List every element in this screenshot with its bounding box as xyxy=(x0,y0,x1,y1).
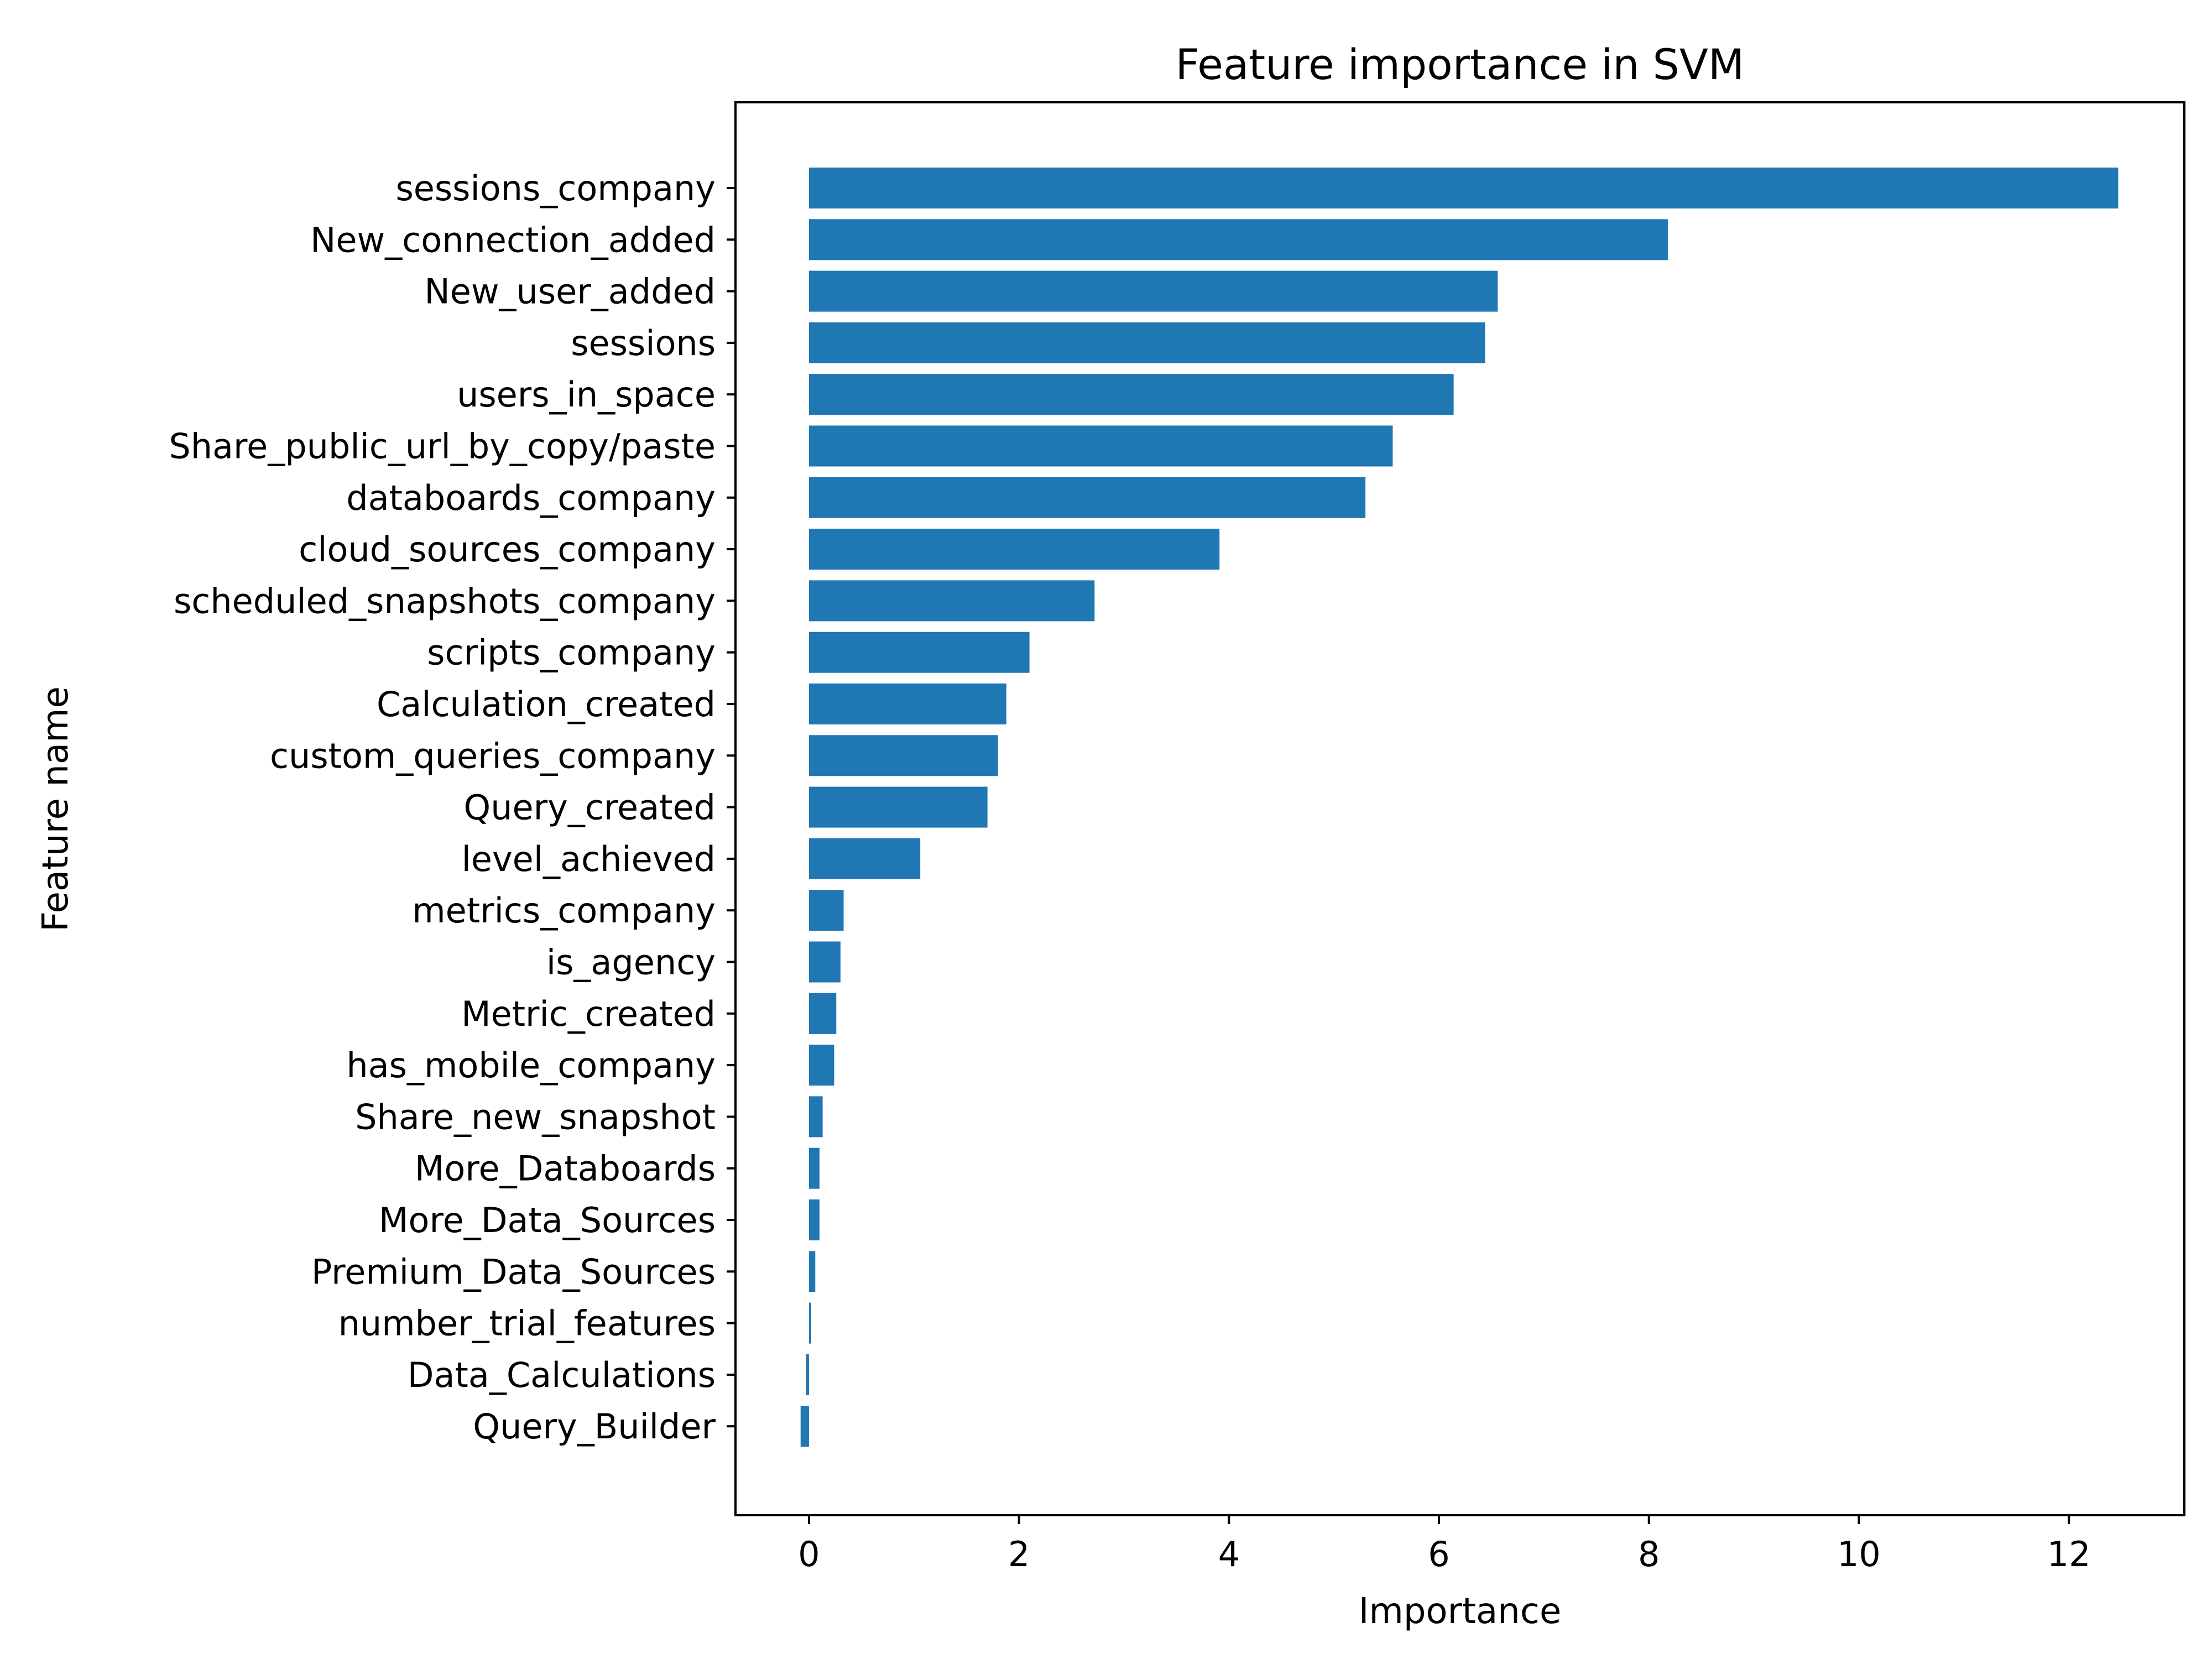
y-tick-label: number_trial_features xyxy=(338,1303,716,1344)
y-tick-label: scheduled_snapshots_company xyxy=(174,581,716,621)
bar xyxy=(808,838,921,879)
y-tick-label: Data_Calculations xyxy=(408,1355,716,1395)
bar xyxy=(808,219,1668,260)
y-tick-label: is_agency xyxy=(546,942,716,983)
bar xyxy=(808,786,988,828)
y-tick-label: scripts_company xyxy=(427,633,716,673)
x-tick-label: 0 xyxy=(798,1534,820,1574)
x-tick-label: 2 xyxy=(1008,1534,1030,1574)
y-tick-label: sessions xyxy=(571,323,716,363)
y-tick-label: Query_created xyxy=(463,787,716,828)
x-tick-label: 10 xyxy=(1837,1534,1881,1574)
y-tick-label: users_in_space xyxy=(457,374,716,415)
bar xyxy=(808,580,1095,622)
y-tick-label: Premium_Data_Sources xyxy=(311,1251,716,1292)
bar xyxy=(808,322,1485,363)
y-tick-label: New_user_added xyxy=(424,272,716,312)
bar xyxy=(808,1199,820,1240)
y-tick-label: level_achieved xyxy=(462,839,716,879)
bar xyxy=(800,1406,809,1447)
bar xyxy=(808,993,837,1034)
bars-group xyxy=(800,168,2119,1447)
plot-area-frame xyxy=(734,101,2185,1516)
bar xyxy=(808,1045,834,1086)
chart-title: Feature importance in SVM xyxy=(1176,40,1745,89)
bar xyxy=(808,684,1006,724)
y-axis: sessions_company New_connection_added New_… xyxy=(169,168,735,1447)
x-tick-label: 6 xyxy=(1428,1534,1449,1574)
bar xyxy=(808,168,2119,208)
y-tick-label: Share_new_snapshot xyxy=(355,1097,716,1137)
x-axis-label: Importance xyxy=(1359,1591,1562,1632)
y-tick-label: metrics_company xyxy=(412,890,716,931)
y-tick-label: Share_public_url_by_copy/paste xyxy=(169,426,716,467)
y-tick-label: cloud_sources_company xyxy=(299,529,716,570)
bar xyxy=(808,735,998,776)
bar xyxy=(808,1147,820,1189)
bar xyxy=(808,425,1393,467)
y-tick-label: sessions_company xyxy=(395,168,716,208)
x-axis: 0 2 4 6 8 10 12 xyxy=(798,1515,2091,1574)
bar xyxy=(808,890,844,931)
x-tick-label: 8 xyxy=(1638,1534,1660,1574)
bar xyxy=(808,374,1454,415)
y-tick-label: Calculation_created xyxy=(377,684,716,724)
bar xyxy=(808,1251,816,1292)
bar xyxy=(808,941,841,983)
y-tick-label: custom_queries_company xyxy=(270,735,716,776)
bar xyxy=(808,1302,811,1344)
bar xyxy=(808,477,1366,518)
y-tick-label: databoards_company xyxy=(346,478,716,518)
y-tick-label: has_mobile_company xyxy=(346,1045,716,1086)
bar xyxy=(808,1096,823,1138)
y-tick-label: More_Databoards xyxy=(415,1149,716,1189)
y-tick-label: More_Data_Sources xyxy=(379,1200,716,1240)
x-tick-label: 4 xyxy=(1218,1534,1240,1574)
y-tick-label: Metric_created xyxy=(461,994,716,1034)
bar xyxy=(808,529,1220,570)
y-tick-label: New_connection_added xyxy=(310,220,716,260)
x-tick-label: 12 xyxy=(2047,1534,2091,1574)
y-axis-label: Feature name xyxy=(35,686,76,932)
bar xyxy=(808,270,1498,312)
bar xyxy=(808,632,1030,673)
bar xyxy=(806,1354,809,1395)
y-tick-label: Query_Builder xyxy=(473,1406,716,1447)
